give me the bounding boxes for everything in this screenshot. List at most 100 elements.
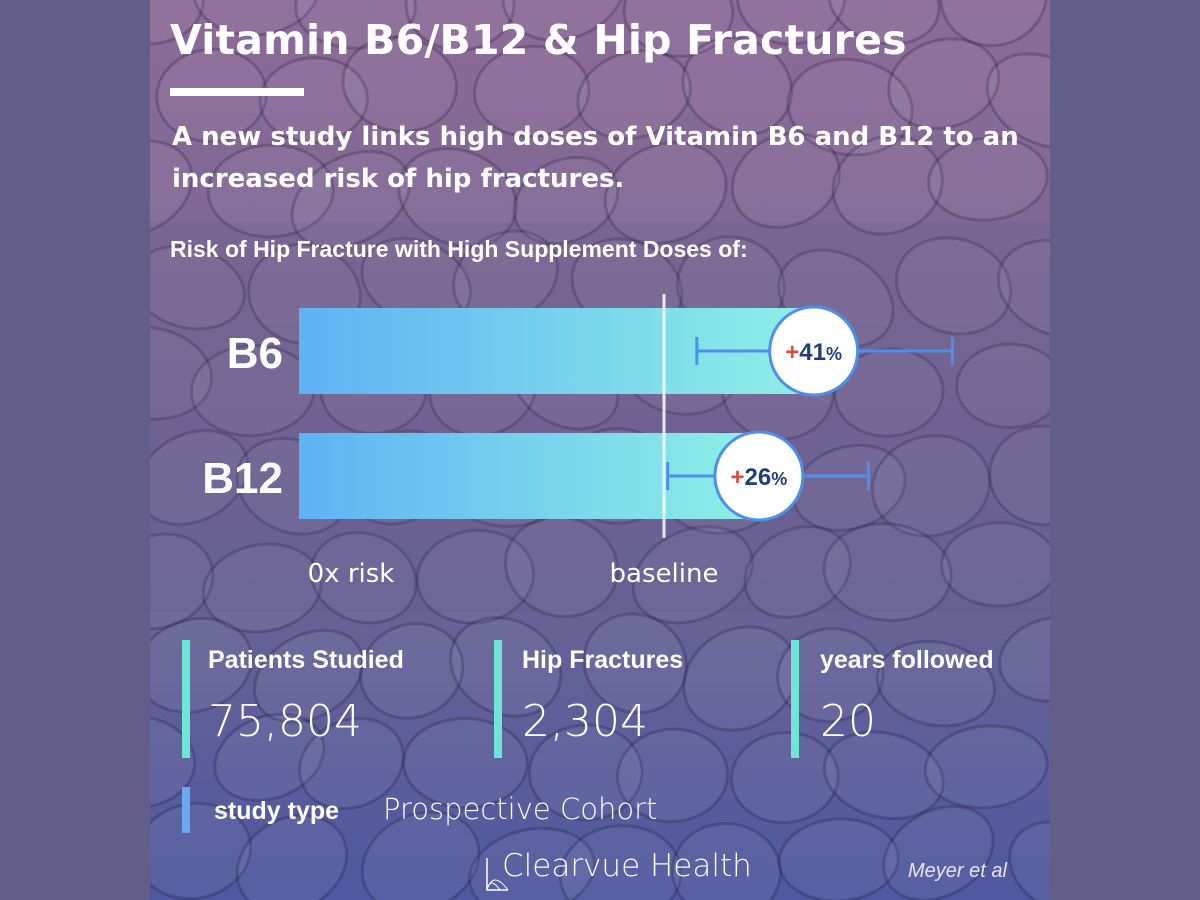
pill-shape bbox=[449, 616, 563, 718]
pill-shape bbox=[777, 817, 900, 900]
pill-shape bbox=[192, 0, 321, 37]
pill-shape bbox=[955, 342, 1050, 429]
pill-shape bbox=[504, 515, 620, 618]
pill-shape bbox=[472, 44, 591, 138]
page-title: Vitamin B6/B12 & Hip Fractures bbox=[170, 16, 907, 64]
pill-shape bbox=[735, 0, 847, 46]
pill-shape bbox=[290, 149, 411, 250]
pill-shape bbox=[258, 56, 369, 144]
stat-accent-bar bbox=[791, 640, 799, 758]
pill-shape bbox=[150, 244, 246, 331]
pill-shape bbox=[681, 36, 794, 137]
stat-accent-bar bbox=[182, 640, 190, 758]
study-type-accent-bar bbox=[182, 787, 190, 833]
brand-name: Clearvue Health bbox=[502, 848, 752, 884]
axis-tick-label: 0x risk bbox=[308, 559, 395, 589]
chart-title: Risk of Hip Fracture with High Supplemen… bbox=[170, 236, 748, 262]
stat-label-fractures: Hip Fractures bbox=[522, 646, 684, 674]
pill-shape bbox=[743, 525, 852, 619]
risk-chart: B6 B12 +41% +26% 0x risk baseline bbox=[202, 294, 954, 589]
pill-shape bbox=[294, 0, 417, 50]
pill-shape bbox=[576, 49, 692, 141]
study-type-value: Prospective Cohort bbox=[383, 792, 658, 826]
category-label: B12 bbox=[202, 454, 283, 503]
pill-shape bbox=[776, 627, 885, 723]
pill-shape bbox=[939, 0, 1048, 48]
axis-tick-label: baseline bbox=[610, 559, 719, 589]
pill-shape bbox=[206, 143, 335, 239]
pill-shape bbox=[730, 730, 840, 825]
pill-shape bbox=[792, 443, 907, 532]
category-label: B6 bbox=[227, 329, 283, 378]
title-underline bbox=[170, 88, 304, 96]
pill-shape bbox=[831, 134, 944, 236]
value-bubble bbox=[713, 430, 805, 522]
pill-shape bbox=[415, 528, 535, 625]
pill-shape bbox=[558, 824, 683, 900]
pill-shape bbox=[875, 639, 997, 728]
infographic-card: Vitamin B6/B12 & Hip Fractures A new stu… bbox=[150, 0, 1050, 900]
pill-shape bbox=[468, 826, 596, 900]
stat-value-patients: 75,804 bbox=[208, 696, 362, 747]
pill-shape bbox=[822, 522, 953, 622]
pill-shape bbox=[201, 542, 323, 634]
pill-shape bbox=[501, 0, 628, 42]
stat-accent-bar bbox=[494, 640, 502, 758]
pill-shape bbox=[833, 347, 945, 438]
data-label: +26% bbox=[731, 464, 788, 491]
pill-shape bbox=[988, 424, 1050, 527]
brand-logo-icon bbox=[486, 858, 509, 891]
subtitle: A new study links high doses of Vitamin … bbox=[172, 122, 1019, 194]
pill-shape bbox=[150, 0, 205, 46]
pill-shape bbox=[923, 724, 1049, 810]
stat-value-years: 20 bbox=[820, 696, 876, 747]
pill-shape bbox=[150, 139, 194, 238]
pill-shape bbox=[786, 57, 914, 157]
pill-background-image bbox=[150, 0, 1050, 900]
pill-shape bbox=[582, 612, 688, 715]
pill-shape bbox=[213, 712, 326, 802]
pill-shape bbox=[927, 136, 1049, 222]
pill-shape bbox=[150, 428, 250, 526]
pill-shape bbox=[150, 532, 215, 631]
pill-shape bbox=[730, 131, 841, 229]
data-label: +41% bbox=[785, 339, 842, 366]
pill-shape bbox=[940, 521, 1050, 608]
pill-shape bbox=[622, 0, 735, 58]
stat-value-fractures: 2,304 bbox=[522, 696, 648, 747]
pill-shape bbox=[360, 810, 481, 900]
stat-label-years: years followed bbox=[820, 646, 994, 674]
pill-shape bbox=[894, 236, 1013, 336]
pill-shape bbox=[887, 37, 1001, 130]
pill-shape bbox=[150, 714, 197, 809]
pill-shape bbox=[150, 325, 213, 421]
pill-shape bbox=[998, 616, 1050, 703]
pill-shape bbox=[512, 155, 620, 246]
chart-panel bbox=[150, 222, 1050, 612]
value-bubble bbox=[768, 305, 860, 397]
stat-label-patients: Patients Studied bbox=[208, 646, 404, 674]
pill-shape bbox=[404, 0, 516, 52]
pill-shape bbox=[996, 238, 1050, 340]
pill-shape bbox=[870, 434, 992, 538]
pill-shape bbox=[822, 730, 945, 821]
pill-shape bbox=[631, 525, 754, 625]
pill-shape bbox=[1008, 820, 1050, 900]
pill-shape bbox=[235, 813, 349, 900]
pill-shape bbox=[298, 716, 405, 811]
pill-shape bbox=[527, 723, 644, 822]
pill-shape bbox=[670, 822, 783, 900]
pill-shape bbox=[397, 147, 518, 248]
pill-shape bbox=[603, 141, 728, 245]
pill-shape bbox=[985, 52, 1050, 150]
pill-shape bbox=[882, 804, 995, 900]
pill-shape bbox=[358, 622, 465, 720]
pill-shape bbox=[150, 616, 254, 714]
pill-shape bbox=[616, 727, 730, 824]
citation: Meyer et al bbox=[908, 860, 1007, 882]
study-type-label: study type bbox=[214, 797, 340, 825]
pill-shape bbox=[341, 35, 458, 133]
pill-shape bbox=[252, 628, 365, 724]
pill-shape bbox=[827, 0, 941, 46]
pill-shape bbox=[309, 531, 418, 625]
